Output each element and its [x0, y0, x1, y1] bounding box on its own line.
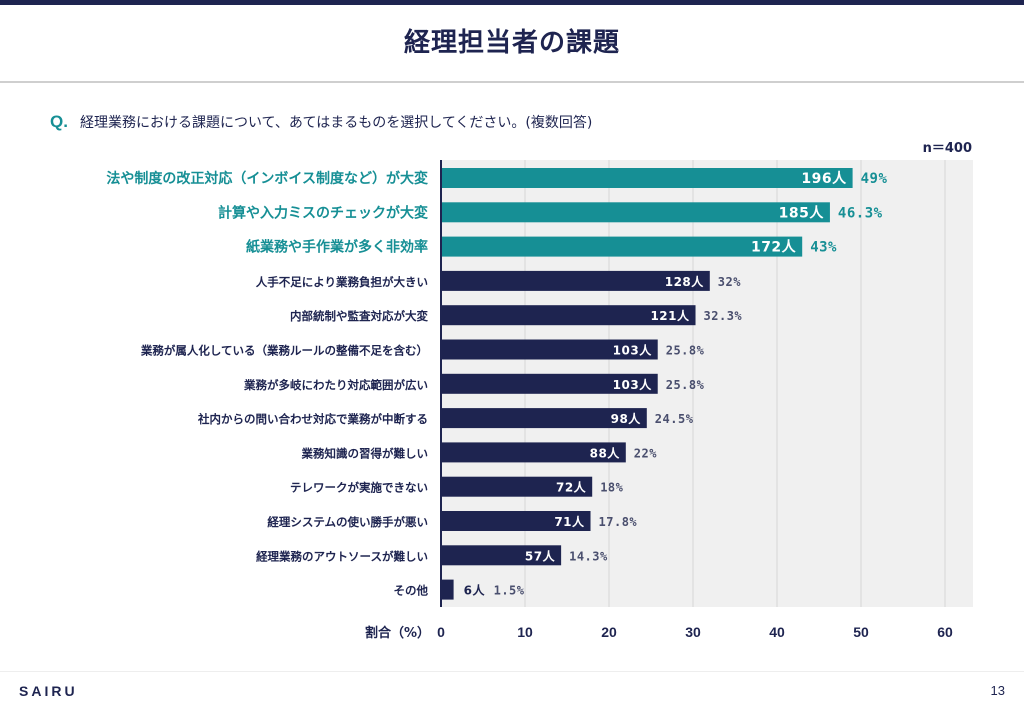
percent-label: 17.8% [599, 515, 638, 529]
bar [441, 168, 853, 188]
count-label: 57人 [525, 548, 556, 563]
x-tick-label: 40 [769, 624, 785, 640]
question-text: 経理業務における課題について、あてはまるものを選択してください。(複数回答) [79, 115, 593, 131]
footer-divider [0, 671, 1024, 672]
percent-label: 22% [634, 446, 657, 460]
brand-logo: SAIRU [19, 683, 78, 699]
bar [441, 476, 593, 497]
count-label: 196人 [801, 170, 847, 187]
percent-label: 25.8% [666, 344, 705, 358]
category-label: 業務が多岐にわたり対応範囲が広い [243, 378, 428, 392]
bar [441, 339, 658, 360]
x-tick-label: 50 [853, 624, 869, 640]
bar [441, 442, 626, 463]
bar [441, 270, 710, 291]
category-label: 紙業務や手作業が多く非効率 [246, 239, 428, 256]
bar [441, 373, 658, 394]
x-tick-label: 0 [437, 624, 445, 640]
survey-question: Q. 経理業務における課題について、あてはまるものを選択してください。(複数回答) [50, 112, 592, 132]
x-tick-label: 60 [937, 624, 953, 640]
bar [441, 305, 696, 326]
category-label: 内部統制や監査対応が大変 [290, 309, 428, 323]
percent-label: 43% [810, 240, 837, 256]
bar [441, 579, 454, 600]
percent-label: 32.3% [704, 309, 743, 323]
category-label: 業務が属人化している（業務ルールの整備不足を含む） [140, 344, 428, 358]
bar [441, 545, 562, 566]
x-tick-label: 30 [685, 624, 701, 640]
category-label: 計算や入力ミスのチェックが大変 [218, 204, 428, 221]
bar [441, 511, 591, 531]
sample-size-label: n＝400 [922, 141, 972, 156]
bar-chart: 0 10 20 30 40 50 60 割合（%） 法や制度の改正対応（インボイス制度など）が大… [106, 160, 973, 641]
percent-label: 18% [600, 481, 623, 495]
category-label: 業務知識の習得が難しい [301, 446, 429, 460]
category-label: その他 [394, 584, 429, 598]
count-label: 128人 [665, 274, 705, 289]
bar [441, 408, 647, 429]
question-marker: Q. [50, 112, 68, 131]
count-label: 121人 [650, 308, 690, 323]
category-label: 経理システムの使い勝手が悪い [267, 515, 428, 529]
category-label: 人手不足により業務負担が大きい [256, 275, 428, 289]
count-label: 71人 [554, 514, 585, 529]
percent-label: 49% [861, 171, 888, 187]
count-label: 103人 [613, 377, 653, 392]
page-number: 13 [990, 683, 1005, 698]
x-tick-label: 10 [517, 624, 533, 640]
count-label: 88人 [590, 445, 621, 460]
percent-label: 46.3% [838, 205, 883, 221]
category-label: 社内からの問い合わせ対応で業務が中断する [197, 412, 428, 426]
percent-label: 25.8% [666, 378, 705, 392]
count-label: 172人 [751, 239, 797, 256]
category-label: 経理業務のアウトソースが難しい [256, 549, 428, 563]
percent-label: 1.5% [494, 584, 525, 598]
category-label: テレワークが実施できない [290, 481, 428, 495]
top-accent-bar [0, 0, 1024, 5]
bar [441, 202, 830, 223]
percent-label: 14.3% [569, 549, 608, 563]
percent-label: 24.5% [655, 412, 694, 426]
x-tick-label: 20 [601, 624, 617, 640]
count-label: 6人 [464, 583, 486, 598]
slide-title: 経理担当者の課題 [403, 28, 620, 58]
count-label: 72人 [556, 480, 587, 495]
count-label: 103人 [613, 343, 653, 358]
x-axis-title: 割合（%） [365, 625, 430, 641]
category-label: 法や制度の改正対応（インボイス制度など）が大変 [106, 170, 428, 187]
percent-label: 32% [718, 275, 741, 289]
count-label: 98人 [611, 411, 642, 426]
bar [441, 236, 803, 257]
count-label: 185人 [779, 204, 825, 221]
title-divider [0, 81, 1024, 83]
